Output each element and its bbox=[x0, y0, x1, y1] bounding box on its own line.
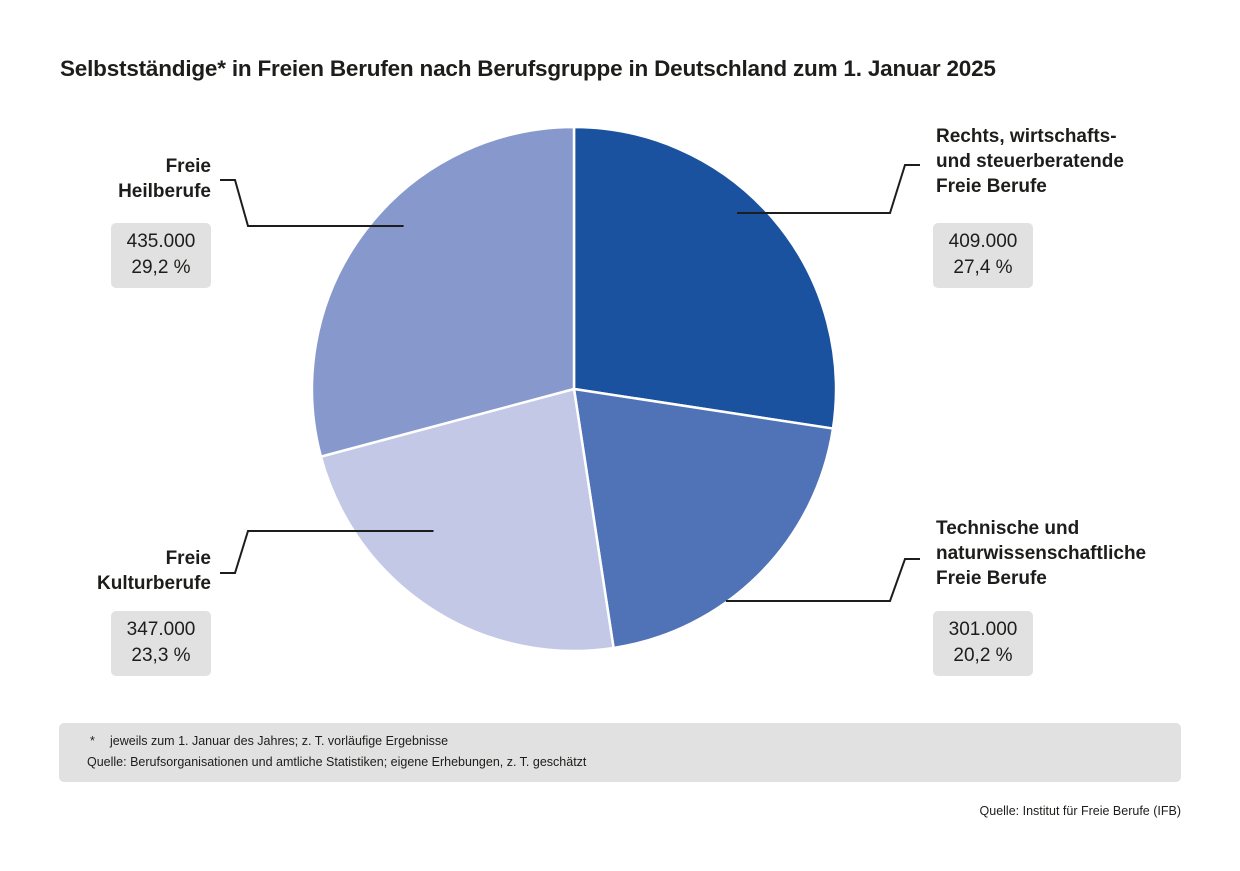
slice-percent: 23,3 % bbox=[131, 645, 191, 666]
pie-slices bbox=[310, 125, 838, 653]
slice-label-rechts: Rechts, wirtschafts- und steuerberatende… bbox=[936, 124, 1124, 199]
slice-label-line: Kulturberufe bbox=[97, 573, 211, 594]
slice-label-line: naturwissenschaftliche bbox=[936, 543, 1147, 564]
value-box-heil: 435.000 29,2 % bbox=[111, 223, 211, 288]
slice-value: 301.000 bbox=[948, 619, 1018, 640]
value-box-rechts: 409.000 27,4 % bbox=[933, 223, 1033, 288]
footnote-text: jeweils zum 1. Januar des Jahres; z. T. … bbox=[110, 734, 449, 748]
leader-line-kultur bbox=[220, 530, 434, 574]
leader-line-heil bbox=[220, 179, 404, 227]
value-box-kultur: 347.000 23,3 % bbox=[111, 611, 211, 676]
slice-percent: 27,4 % bbox=[953, 257, 1013, 278]
slice-label-technische: Technische und naturwissenschaftliche Fr… bbox=[936, 516, 1146, 591]
slice-label-line: Freie Berufe bbox=[936, 176, 1047, 197]
leader-line-technische bbox=[725, 558, 920, 602]
slice-label-heil: Freie Heilberufe bbox=[118, 154, 211, 204]
leader-lines bbox=[220, 164, 920, 602]
footnote-box: * jeweils zum 1. Januar des Jahres; z. T.… bbox=[59, 723, 1181, 782]
footnote-marker: * bbox=[90, 734, 95, 748]
slice-value: 409.000 bbox=[948, 231, 1018, 252]
slice-value: 435.000 bbox=[126, 231, 196, 252]
slice-label-line: und steuerberatende bbox=[936, 151, 1124, 172]
footnote-line-2: Quelle: Berufsorganisationen und amtlich… bbox=[87, 755, 587, 769]
value-box-technische: 301.000 20,2 % bbox=[933, 611, 1033, 676]
source-credit: Quelle: Institut für Freie Berufe (IFB) bbox=[979, 804, 1181, 818]
slice-percent: 20,2 % bbox=[953, 645, 1013, 666]
chart-title: Selbstständige* in Freien Berufen nach B… bbox=[60, 56, 996, 81]
pie-slice-heil bbox=[310, 125, 576, 458]
slice-label-line: Technische und bbox=[936, 518, 1080, 539]
slice-label-line: Rechts, wirtschafts- bbox=[936, 126, 1117, 147]
slice-label-line: Heilberufe bbox=[118, 181, 211, 202]
slice-label-line: Freie bbox=[165, 156, 211, 177]
slice-percent: 29,2 % bbox=[131, 257, 191, 278]
pie-slice-technische bbox=[572, 387, 835, 650]
slice-label-line: Freie Berufe bbox=[936, 568, 1047, 589]
leader-line-rechts bbox=[736, 164, 920, 214]
slice-label-line: Freie bbox=[165, 548, 211, 569]
pie-slice-rechts bbox=[572, 125, 838, 430]
slice-label-kultur: Freie Kulturberufe bbox=[97, 546, 211, 596]
slice-value: 347.000 bbox=[126, 619, 196, 640]
pie-slice-kultur bbox=[319, 387, 615, 653]
footnote-line-1: * jeweils zum 1. Januar des Jahres; z. T.… bbox=[87, 731, 1181, 752]
